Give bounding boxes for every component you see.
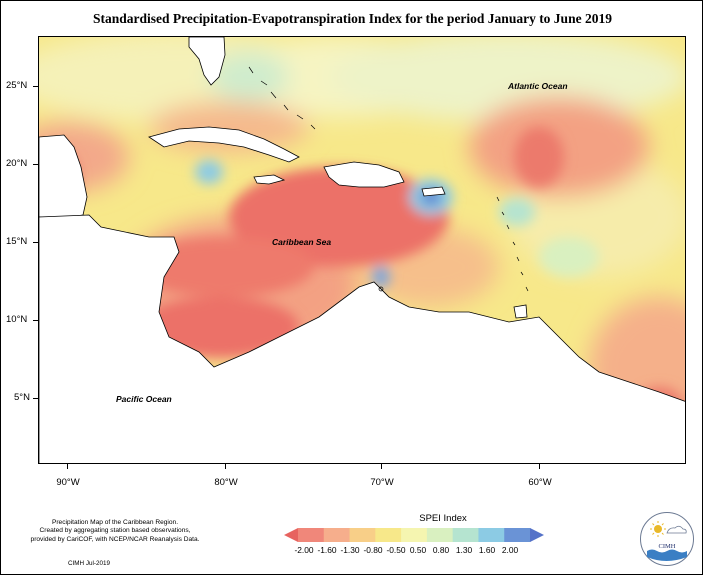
legend-label-4: -0.50 [386,545,406,555]
lat-label-5: 5°N [14,392,30,403]
spei-map [38,36,686,464]
sun-icon [654,525,662,533]
lat-label-10: 10°N [6,314,28,325]
field-wet-barbados [539,237,599,277]
legend-swatch-8 [478,528,505,542]
lon-label-70: 70°W [370,477,394,488]
field-wet-antigua [499,198,535,226]
credits-line-1: Precipitation Map of the Caribbean Regio… [51,519,179,526]
lat-tick-5 [33,398,38,399]
field-near-normal-atlantic-north [329,37,685,122]
legend-colorbar [284,528,544,542]
credits-date: CIMH Jul-2019 [68,560,110,567]
cimh-logo: CIMH [640,512,694,566]
legend-label-5: 0.50 [409,545,427,555]
legend-label-8: 1.60 [478,545,496,555]
cloud-icon [666,525,687,534]
lat-label-25: 25°N [6,80,28,91]
waves-icon [647,549,687,561]
legend-swatch-0 [284,528,298,542]
lon-label-90: 90°W [56,477,80,488]
land-puerto-rico [421,186,446,197]
label-atlantic-ocean: Atlantic Ocean [508,81,568,91]
legend-label-6: 0.80 [432,545,450,555]
lon-tick-90 [67,464,68,469]
legend-swatch-3 [349,528,376,542]
map-title: Standardised Precipitation-Evapotranspir… [93,11,612,26]
legend-swatch-2 [323,528,351,542]
land-masses [39,37,685,463]
label-caribbean-sea: Caribbean Sea [272,237,332,247]
lon-label-80: 80°W [214,477,238,488]
legend-swatch-5 [401,528,428,542]
land-bahamas [248,66,316,130]
legend-label-2: -1.30 [340,545,360,555]
legend-swatch-9 [504,528,531,542]
field-wet-cayman [195,160,223,184]
lon-tick-60 [539,464,540,469]
legend-swatch-6 [426,528,454,542]
legend-swatch-10 [530,528,544,542]
legend-label-3: -0.80 [363,545,383,555]
credits: Precipitation Map of the Caribbean Regio… [10,519,220,544]
lat-tick-25 [33,86,38,87]
land-central-south-america [39,214,685,463]
credits-line-2: Created by aggregating station based obs… [39,527,191,535]
lat-label-15: 15°N [6,236,28,247]
label-pacific-ocean: Pacific Ocean [116,394,172,404]
land-trinidad [513,304,528,319]
small-islands [248,66,529,292]
lon-tick-80 [225,464,226,469]
field-wet-bahamas [209,52,289,102]
lat-tick-10 [33,320,38,321]
lat-tick-15 [33,242,38,243]
lon-label-60: 60°W [528,477,552,488]
land-curacao [378,286,384,292]
field-very-dry-hispaniola [229,167,449,267]
lat-tick-20 [33,164,38,165]
map-canvas [39,37,685,463]
land-jamaica [253,174,286,185]
lat-label-20: 20°N [6,158,28,169]
lon-tick-70 [381,464,382,469]
legend-label-7: 1.30 [455,545,473,555]
land-florida [188,37,226,86]
legend-label-0: -2.00 [294,545,314,555]
logo-graphic [647,521,687,561]
field-very-dry-atlantic-core [514,127,564,187]
land-cuba [148,126,300,163]
field-wet-curacao [372,266,390,288]
legend-swatch-7 [452,528,479,542]
land-lesser-antilles [496,196,529,292]
legend-label-9: 2.00 [501,545,519,555]
legend-swatch-1 [298,528,325,542]
credits-line-3: provided by CariCOF, with NCEP/NCAR Rean… [30,535,200,543]
land-hispaniola [323,161,405,188]
legend-label-1: -1.60 [317,545,337,555]
legend-swatch-4 [375,528,402,542]
logo-text: CIMH [658,543,676,550]
legend-title: SPEI Index [419,513,467,524]
